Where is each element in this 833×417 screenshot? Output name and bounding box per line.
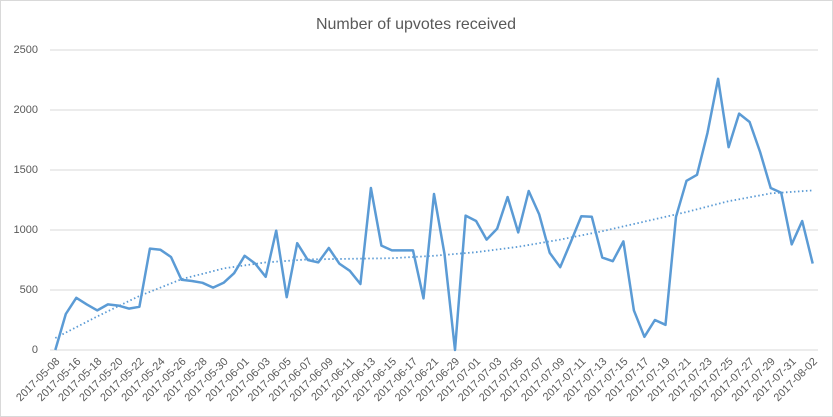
y-tick-label: 500 — [20, 284, 38, 296]
y-tick-label: 0 — [32, 344, 38, 356]
y-tick-label: 2500 — [14, 44, 38, 56]
data-line — [54, 77, 814, 352]
y-tick-label: 1000 — [14, 224, 38, 236]
y-tick-label: 2000 — [14, 104, 38, 116]
y-tick-label: 1500 — [14, 164, 38, 176]
chart-title: Number of upvotes received — [316, 16, 516, 33]
